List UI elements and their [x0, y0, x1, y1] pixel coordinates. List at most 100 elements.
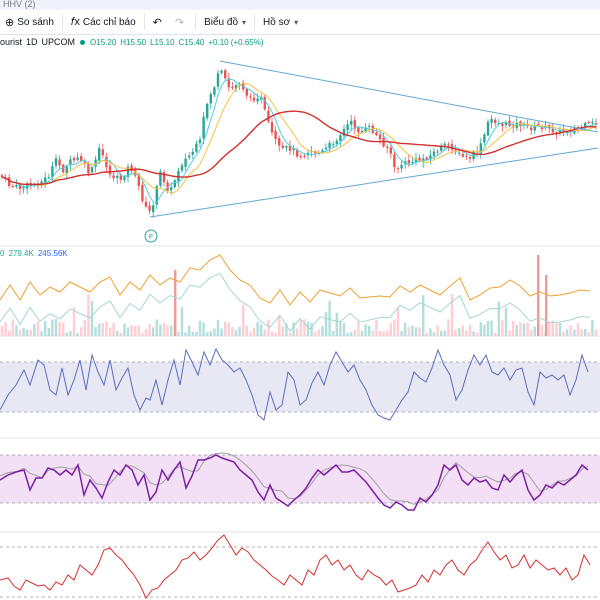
volume-bar	[378, 330, 382, 336]
profile-dropdown[interactable]: Hồ sơ ▾	[258, 11, 303, 33]
candle-body	[80, 156, 83, 161]
candle-body	[234, 84, 238, 89]
candle-body	[551, 128, 554, 133]
interval: 1D	[26, 37, 38, 47]
volume-bar	[90, 300, 94, 336]
candle-body	[443, 143, 446, 146]
candle-body	[213, 87, 216, 95]
volume-bar	[310, 322, 313, 336]
volume-bar	[418, 327, 421, 336]
candle-body	[533, 124, 536, 131]
volume-ma-line	[0, 254, 591, 306]
candle-body	[335, 140, 338, 144]
volume-bar	[119, 332, 122, 336]
volume-bar	[555, 322, 558, 336]
volume-bar	[389, 323, 392, 336]
candle-body	[51, 166, 54, 178]
candle-body	[184, 158, 187, 167]
volume-bar	[170, 325, 173, 336]
volume-bar	[123, 323, 126, 336]
volume-bar	[346, 332, 349, 336]
volume-bar	[548, 321, 551, 336]
chart-type-label: Biểu đồ	[204, 16, 239, 28]
volume-bar	[411, 325, 414, 336]
volume-bar	[69, 330, 72, 336]
volume-bar	[227, 322, 230, 336]
volume-bar	[26, 329, 29, 336]
rsi-line	[0, 347, 589, 421]
volume-bar	[407, 327, 410, 336]
candle-body	[490, 118, 493, 123]
volume-bar	[242, 304, 245, 336]
candle-body	[180, 165, 184, 171]
volume-bar	[238, 326, 241, 336]
volume-bar	[162, 323, 166, 336]
candle-body	[144, 201, 148, 207]
candle-body	[324, 147, 328, 150]
candle-body	[231, 86, 234, 88]
candle-body	[332, 143, 335, 145]
volume-bar	[285, 323, 288, 336]
lower-trendline	[149, 147, 599, 218]
window-title: HHV (2)	[3, 0, 36, 9]
indicator-bands	[0, 245, 600, 598]
candle-body	[274, 130, 277, 140]
candle-body	[216, 73, 220, 87]
price-legend: ourist 1D UPCOM O15.20 H15.50 L15.10 C15…	[0, 37, 264, 47]
candle-body	[418, 157, 421, 161]
volume-spike-bar	[174, 270, 177, 336]
candle-body	[479, 143, 482, 154]
volume-bar	[306, 321, 310, 336]
change-value: +0.10 (+0.65%)	[208, 37, 264, 47]
volume-bar	[526, 322, 529, 336]
volume-bar	[393, 319, 396, 336]
chart-type-dropdown[interactable]: Biểu đồ ▾	[199, 11, 251, 33]
volume-bar	[195, 331, 198, 336]
chart-toolbar: ⊕ So sánh 𝑓x Các chỉ báo ↶ ↷ Biểu đồ ▾ H…	[0, 10, 600, 35]
candle-body	[148, 205, 151, 211]
volume-bar	[198, 320, 202, 336]
candle-body	[188, 155, 191, 158]
candle-body	[11, 186, 14, 188]
volume-bar	[116, 330, 119, 336]
volume-bar	[429, 328, 432, 336]
volume-bar	[4, 322, 7, 336]
volume-bar	[468, 324, 472, 336]
volume-bar	[256, 321, 259, 336]
volume-bar	[443, 330, 446, 336]
volume-bar	[299, 320, 302, 336]
candle-body	[72, 157, 76, 161]
undo-button[interactable]: ↶	[148, 11, 170, 33]
volume-bar	[360, 330, 364, 336]
volume-bar	[260, 324, 263, 336]
redo-button[interactable]: ↷	[170, 11, 192, 33]
candle-body	[83, 161, 86, 164]
indicators-button[interactable]: 𝑓x Các chỉ báo	[66, 11, 141, 33]
volume-bar	[375, 319, 378, 336]
stoch-k-line	[0, 454, 589, 511]
candle-body	[227, 78, 230, 88]
volume-bar	[112, 322, 115, 336]
candle-body	[173, 180, 176, 188]
volume-ma-value: 245.56K	[37, 249, 68, 258]
candle-body	[198, 139, 202, 144]
ma-mid-line	[1, 83, 597, 194]
volume-bar	[342, 322, 346, 336]
candle-body	[360, 131, 364, 133]
candle-body	[62, 164, 65, 173]
volume-bar	[566, 329, 569, 336]
compare-button[interactable]: ⊕ So sánh	[0, 11, 59, 33]
volume-bar	[101, 323, 104, 336]
volume-bar	[382, 331, 385, 336]
candle-body	[594, 122, 598, 125]
volume-bar	[386, 330, 389, 336]
candle-body	[576, 126, 580, 129]
volume-bar	[177, 331, 180, 336]
volume-bar	[278, 315, 281, 336]
volume-bar	[594, 329, 598, 336]
candle-body	[486, 121, 490, 136]
candle-body	[281, 145, 284, 148]
candle-body	[429, 155, 432, 160]
candle-body	[47, 177, 50, 179]
